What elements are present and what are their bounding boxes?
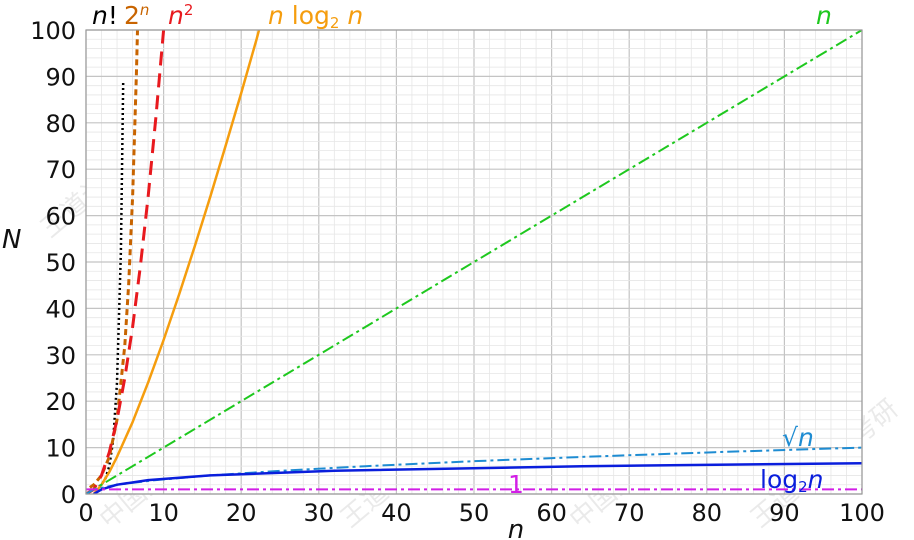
series-label-n-log2-n: n log2 n — [268, 1, 363, 32]
x-axis-label: n — [508, 515, 524, 540]
series-label-n-2: n2 — [168, 1, 193, 30]
x-tick-label: 80 — [692, 499, 723, 527]
x-tick-label: 0 — [78, 499, 93, 527]
y-tick-label: 80 — [45, 110, 76, 138]
y-tick-label: 30 — [45, 342, 76, 370]
y-tick-label: 0 — [61, 481, 76, 509]
x-tick-label: 20 — [226, 499, 257, 527]
y-tick-label: 50 — [45, 249, 76, 277]
y-tick-label: 10 — [45, 435, 76, 463]
series-layer — [86, 30, 862, 494]
series-label-1: 1 — [508, 470, 524, 499]
x-tick-label: 60 — [536, 499, 567, 527]
y-tick-label: 20 — [45, 388, 76, 416]
series-labels: n! 2n n2 n log2 n n √n log2n 1 — [92, 1, 832, 499]
y-axis-label: N — [2, 225, 21, 255]
y-tick-label: 70 — [45, 156, 76, 184]
x-tick-label: 100 — [839, 499, 885, 527]
y-tick-label: 90 — [45, 63, 76, 91]
x-tick-label: 70 — [614, 499, 645, 527]
y-tick-label: 60 — [45, 203, 76, 231]
x-tick-label: 50 — [459, 499, 490, 527]
series-line-2-n — [89, 30, 139, 489]
series-label-n: n — [816, 1, 832, 30]
x-tick-label: 40 — [381, 499, 412, 527]
series-label-log2-n: log2n — [760, 465, 824, 496]
y-tick-label: 100 — [30, 17, 76, 45]
series-label-sqrt-n: √n — [782, 423, 814, 452]
x-tick-label: 30 — [304, 499, 335, 527]
y-tick-label: 40 — [45, 295, 76, 323]
series-label-2-n: 2n — [124, 1, 149, 30]
plot-frame — [85, 29, 863, 495]
x-tick-label: 10 — [148, 499, 179, 527]
series-line-n-2 — [86, 30, 166, 494]
axes: 0 10 20 30 40 50 60 70 80 90 100 0 10 20 30 40 50 60 70 80 9… — [30, 17, 885, 527]
series-line-n-log2-n — [92, 30, 261, 494]
x-tick-label: 90 — [769, 499, 800, 527]
series-line-n — [86, 30, 862, 494]
series-label-n-: n! — [92, 1, 118, 30]
